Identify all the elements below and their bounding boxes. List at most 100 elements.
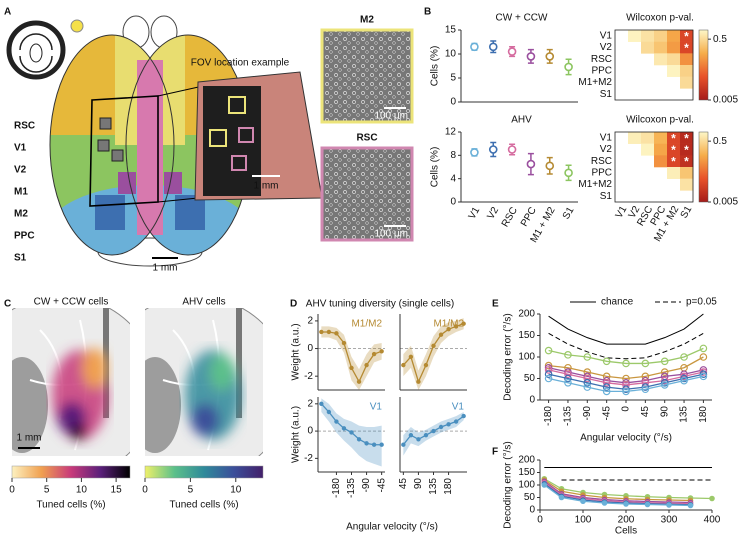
- column-label: V1: [614, 204, 630, 220]
- series-line: [548, 373, 704, 390]
- point: [488, 42, 498, 52]
- point: [364, 441, 369, 446]
- point: [699, 353, 708, 361]
- point: [461, 413, 466, 419]
- point: [408, 432, 414, 438]
- point: [564, 378, 572, 387]
- heat-cell: [654, 155, 668, 168]
- column-label: V2: [627, 204, 643, 220]
- y-tick-label: 50: [524, 373, 536, 384]
- heat-cell: [667, 155, 681, 168]
- colorbar-tick-label: 10: [230, 485, 242, 496]
- series-line: [548, 369, 704, 386]
- significance-star: *: [684, 143, 689, 157]
- point: [334, 419, 339, 424]
- heat-cell: [680, 143, 694, 156]
- heat-cell: [680, 76, 694, 89]
- micrograph: [320, 146, 414, 242]
- heat-cell: [680, 167, 694, 179]
- scale-label: 100 μm: [374, 111, 408, 122]
- y-tick-label: 50: [524, 492, 536, 503]
- colorbar: [698, 131, 709, 203]
- heat-cell: [641, 30, 655, 42]
- x-tick-label: -180: [331, 478, 342, 498]
- row-label: M1+M2: [578, 77, 612, 88]
- point: [349, 365, 354, 371]
- x-tick-label: -45: [601, 406, 612, 421]
- zoom-line: [157, 197, 199, 203]
- point: [408, 354, 414, 360]
- legend-label: p=0.05: [686, 297, 717, 308]
- point: [526, 159, 536, 169]
- point: [545, 52, 555, 61]
- point: [699, 368, 708, 376]
- significance-star: *: [684, 131, 689, 145]
- series-line: [548, 313, 704, 345]
- area-label: PPC: [14, 231, 35, 242]
- point: [319, 329, 324, 335]
- rotation-arrow: [19, 55, 53, 73]
- panel-letter: E: [492, 299, 499, 310]
- x-tick-label: 0: [537, 515, 543, 526]
- point: [401, 442, 406, 447]
- row-label: V1: [600, 30, 613, 41]
- area-label: RSC: [14, 121, 35, 132]
- fov-square: [99, 117, 112, 130]
- heat-blobs: [185, 350, 241, 440]
- point: [431, 343, 436, 348]
- point: [507, 47, 517, 56]
- x-tick-label: 300: [661, 515, 678, 526]
- point: [680, 353, 688, 361]
- area-label: V2: [14, 165, 27, 176]
- heat-cell: [654, 53, 668, 66]
- fov-square: [111, 149, 124, 162]
- fov-square: [209, 129, 227, 147]
- point: [461, 321, 466, 326]
- series-line: [543, 483, 691, 506]
- point: [583, 383, 592, 391]
- heat-cell: [667, 132, 681, 144]
- point: [601, 500, 608, 506]
- y-tick-label: 0: [307, 343, 313, 354]
- colorbar-tick-label: 0: [9, 485, 15, 496]
- point: [544, 346, 553, 355]
- point: [470, 148, 479, 157]
- brain-outline: [49, 34, 175, 256]
- series-line: [548, 375, 704, 393]
- point: [364, 362, 369, 368]
- y-tick-label: 4: [450, 173, 456, 184]
- point: [438, 332, 444, 337]
- row-label: S1: [600, 89, 613, 100]
- series-line: [543, 484, 691, 507]
- point: [580, 498, 586, 505]
- row-label: PPC: [591, 167, 612, 178]
- point: [622, 385, 630, 394]
- y-axis-label: Cells (%): [430, 147, 441, 188]
- point: [544, 361, 553, 370]
- point: [446, 422, 451, 427]
- series-line: [548, 356, 704, 380]
- y-axis-label: Weight (a.u.): [291, 406, 302, 463]
- fov-label: FOV location example: [191, 58, 290, 69]
- heat-cell: [667, 41, 681, 54]
- y-tick-label: 0: [450, 197, 456, 208]
- point: [431, 428, 436, 434]
- y-tick-label: 0: [307, 426, 313, 437]
- point: [423, 362, 429, 368]
- y-tick-label: 0: [450, 97, 456, 108]
- point: [641, 385, 650, 394]
- heat-cell: [667, 143, 681, 156]
- series-line: [543, 479, 691, 502]
- x-tick-label: 400: [704, 515, 721, 526]
- row-label: V1: [600, 132, 613, 143]
- x-axis-label: Angular velocity (°/s): [580, 433, 672, 444]
- point: [379, 349, 384, 354]
- heat-cell: [680, 132, 694, 144]
- point: [544, 366, 553, 374]
- point: [564, 374, 572, 383]
- point: [356, 437, 362, 442]
- point: [699, 372, 708, 381]
- x-axis-label: Cells: [615, 526, 637, 535]
- y-tick-label: 100: [518, 352, 535, 363]
